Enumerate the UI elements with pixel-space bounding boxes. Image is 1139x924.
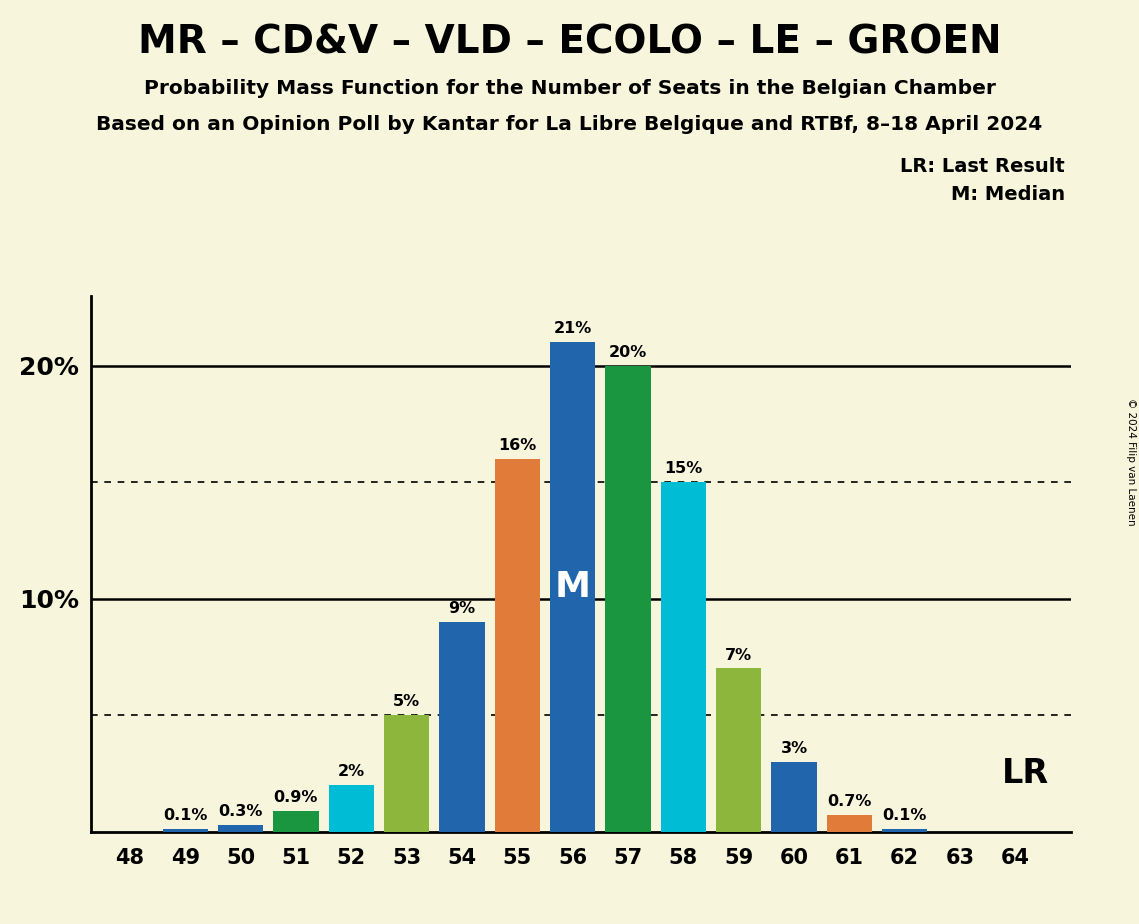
Bar [661,482,706,832]
Text: 0.9%: 0.9% [273,790,318,805]
Bar [440,622,484,832]
Text: Probability Mass Function for the Number of Seats in the Belgian Chamber: Probability Mass Function for the Number… [144,79,995,98]
Text: LR: Last Result: LR: Last Result [900,157,1065,176]
Bar [273,810,319,832]
Bar [716,668,761,832]
Text: 20%: 20% [609,345,647,359]
Text: 3%: 3% [780,741,808,756]
Bar [550,342,596,832]
Text: 0.3%: 0.3% [219,804,263,819]
Bar [827,815,872,832]
Text: 21%: 21% [554,322,592,336]
Text: 2%: 2% [337,764,364,779]
Text: 0.1%: 0.1% [883,808,927,823]
Text: LR: LR [1001,757,1049,790]
Bar [882,829,927,832]
Text: 15%: 15% [664,461,703,476]
Text: MR – CD&V – VLD – ECOLO – LE – GROEN: MR – CD&V – VLD – ECOLO – LE – GROEN [138,23,1001,61]
Text: 0.7%: 0.7% [827,795,871,809]
Text: M: M [555,570,591,604]
Bar [605,366,650,832]
Bar [494,459,540,832]
Bar [218,824,263,832]
Text: 0.1%: 0.1% [163,808,207,823]
Text: 5%: 5% [393,694,420,710]
Bar [163,829,208,832]
Text: 16%: 16% [498,438,536,453]
Text: M: Median: M: Median [951,185,1065,204]
Text: 9%: 9% [449,602,475,616]
Bar [328,785,374,832]
Bar [384,715,429,832]
Bar [771,761,817,832]
Text: Based on an Opinion Poll by Kantar for La Libre Belgique and RTBf, 8–18 April 20: Based on an Opinion Poll by Kantar for L… [97,116,1042,135]
Text: 7%: 7% [726,648,752,663]
Text: © 2024 Filip van Laenen: © 2024 Filip van Laenen [1126,398,1136,526]
